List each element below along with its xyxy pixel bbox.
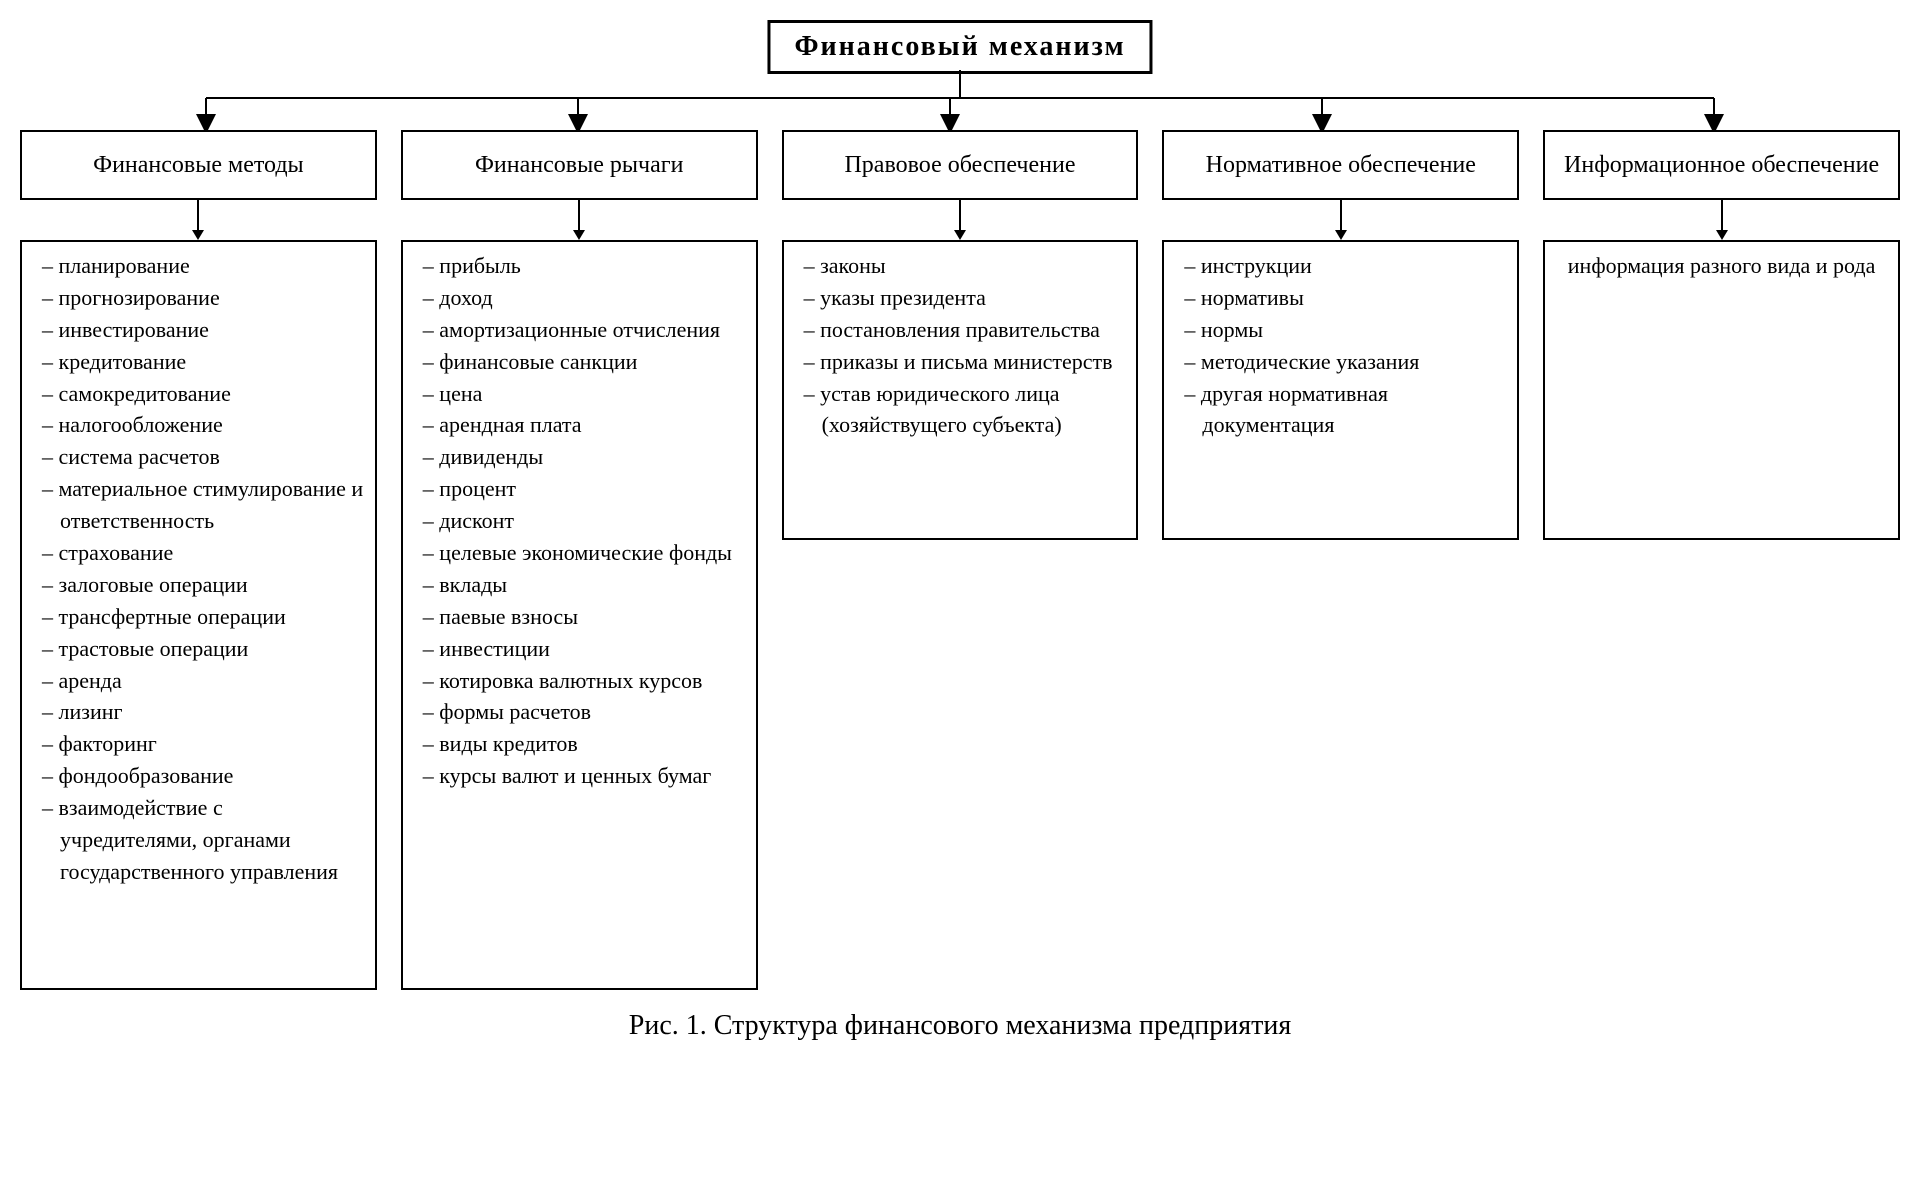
list-item: – планирование <box>32 250 365 282</box>
column-header: Правовое обеспечение <box>782 130 1139 200</box>
list-item: – амортизационные отчисления <box>413 314 746 346</box>
columns-row: Финансовые методы – планирование– прогно… <box>20 130 1900 990</box>
column-body: – законы– указы президента– постановлени… <box>782 240 1139 540</box>
column-body: – инструкции– нормативы– нормы– методиче… <box>1162 240 1519 540</box>
figure-caption: Рис. 1. Структура финансового механизма … <box>20 1010 1900 1042</box>
list-item: – залоговые операции <box>32 569 365 601</box>
list-item: – самокредитование <box>32 378 365 410</box>
list-item: – лизинг <box>32 696 365 728</box>
column-legal-support: Правовое обеспечение – законы– указы пре… <box>782 130 1139 540</box>
column-header-label: Финансовые рычаги <box>475 150 683 180</box>
column-arrow <box>1162 200 1519 240</box>
list-item: – финансовые санкции <box>413 346 746 378</box>
column-header: Финансовые рычаги <box>401 130 758 200</box>
list-item: – другая нормативная документация <box>1174 378 1507 442</box>
list-item: – инструкции <box>1174 250 1507 282</box>
column-header-label: Нормативное обеспечение <box>1206 150 1476 180</box>
column-header: Нормативное обеспечение <box>1162 130 1519 200</box>
column-financial-levers: Финансовые рычаги – прибыль– доход– амор… <box>401 130 758 990</box>
list-item: информация разного вида и рода <box>1555 250 1888 282</box>
column-header-label: Информационное обеспечение <box>1564 150 1879 180</box>
column-header: Информационное обеспечение <box>1543 130 1900 200</box>
list-item: – аренда <box>32 665 365 697</box>
list-item: – приказы и письма министерств <box>794 346 1127 378</box>
list-item: – взаимодействие с учредителями, органам… <box>32 792 365 888</box>
list-item: – инвестиции <box>413 633 746 665</box>
list-item: – виды кредитов <box>413 728 746 760</box>
list-item: – вклады <box>413 569 746 601</box>
list-item: – кредитование <box>32 346 365 378</box>
root-node: Финансовый механизм <box>767 20 1152 74</box>
list-item: – дисконт <box>413 505 746 537</box>
list-item: – система расчетов <box>32 441 365 473</box>
list-item: – паевые взносы <box>413 601 746 633</box>
list-item: – устав юридического лица (хозяйствущего… <box>794 378 1127 442</box>
list-item: – налогообложение <box>32 409 365 441</box>
list-item: – цена <box>413 378 746 410</box>
column-normative-support: Нормативное обеспечение – инструкции– но… <box>1162 130 1519 540</box>
list-item: – нормы <box>1174 314 1507 346</box>
list-item: – законы <box>794 250 1127 282</box>
list-item: – доход <box>413 282 746 314</box>
list-item: – нормативы <box>1174 282 1507 314</box>
list-item: – постановления правительства <box>794 314 1127 346</box>
list-item: – методические указания <box>1174 346 1507 378</box>
list-item: – трастовые операции <box>32 633 365 665</box>
column-body: – планирование– прогнозирование– инвести… <box>20 240 377 990</box>
list-item: – страхование <box>32 537 365 569</box>
column-header-label: Финансовые методы <box>93 150 304 180</box>
column-arrow <box>20 200 377 240</box>
list-item: – котировка валютных курсов <box>413 665 746 697</box>
financial-mechanism-diagram: Финансовый механизм Финансовые методы – … <box>20 20 1900 1070</box>
column-header: Финансовые методы <box>20 130 377 200</box>
list-item: – дивиденды <box>413 441 746 473</box>
list-item: – целевые экономические фонды <box>413 537 746 569</box>
list-item: – прибыль <box>413 250 746 282</box>
list-item: – факторинг <box>32 728 365 760</box>
list-item: – указы президента <box>794 282 1127 314</box>
list-item: – прогнозирование <box>32 282 365 314</box>
list-item: – инвестирование <box>32 314 365 346</box>
list-item: – трансфертные операции <box>32 601 365 633</box>
column-body: информация разного вида и рода <box>1543 240 1900 540</box>
column-arrow <box>401 200 758 240</box>
column-body: – прибыль– доход– амортизационные отчисл… <box>401 240 758 990</box>
list-item: – материальное стимулирование и ответств… <box>32 473 365 537</box>
list-item: – курсы валют и ценных бумаг <box>413 760 746 792</box>
list-item: – формы расчетов <box>413 696 746 728</box>
column-header-label: Правовое обеспечение <box>844 150 1075 180</box>
column-information-support: Информационное обеспечение информация ра… <box>1543 130 1900 540</box>
root-label: Финансовый механизм <box>794 31 1125 62</box>
list-item: – процент <box>413 473 746 505</box>
column-arrow <box>782 200 1139 240</box>
list-item: – фондообразование <box>32 760 365 792</box>
list-item: – арендная плата <box>413 409 746 441</box>
caption-text: Рис. 1. Структура финансового механизма … <box>629 1010 1291 1041</box>
column-financial-methods: Финансовые методы – планирование– прогно… <box>20 130 377 990</box>
column-arrow <box>1543 200 1900 240</box>
